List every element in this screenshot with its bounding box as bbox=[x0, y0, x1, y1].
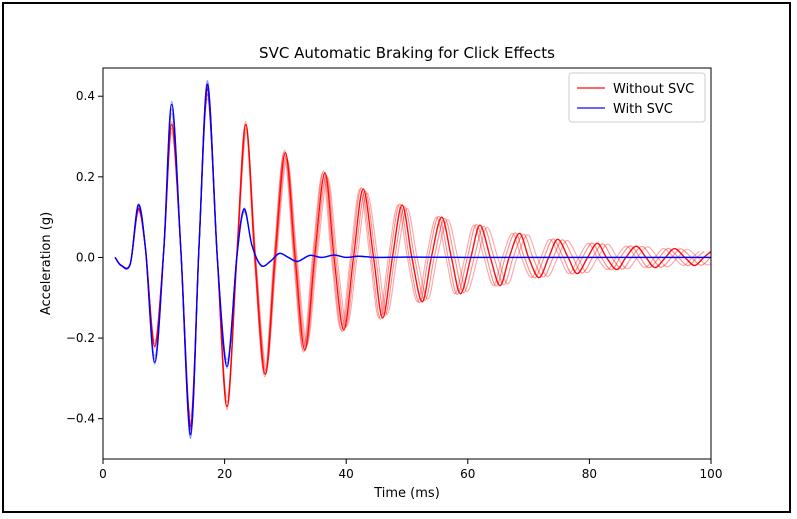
x-tick-label: 0 bbox=[99, 467, 107, 481]
y-tick-label: 0.0 bbox=[76, 250, 95, 264]
series-line bbox=[114, 83, 711, 436]
legend: Without SVC With SVC bbox=[568, 72, 706, 123]
legend-label: With SVC bbox=[613, 102, 673, 117]
series-line bbox=[114, 88, 711, 431]
y-tick-label: −0.4 bbox=[66, 412, 95, 426]
series-line bbox=[114, 80, 710, 439]
y-tick-label: −0.2 bbox=[66, 331, 95, 345]
y-tick-label: 0.4 bbox=[76, 89, 95, 103]
x-tick-label: 100 bbox=[700, 467, 723, 481]
x-tick-label: 60 bbox=[460, 467, 475, 481]
legend-box bbox=[568, 72, 706, 123]
x-tick-label: 20 bbox=[217, 467, 232, 481]
series-line bbox=[114, 93, 711, 425]
x-tick-label: 40 bbox=[339, 467, 354, 481]
chart-title: SVC Automatic Braking for Click Effects bbox=[259, 44, 555, 62]
y-axis: −0.4 −0.2 0.0 0.2 0.4 bbox=[66, 89, 103, 426]
x-axis-label: Time (ms) bbox=[373, 486, 440, 501]
y-axis-label: Acceleration (g) bbox=[39, 212, 54, 315]
series-with-svc bbox=[114, 80, 711, 439]
legend-label: Without SVC bbox=[613, 82, 694, 97]
plot-area bbox=[102, 67, 712, 460]
x-axis: 0 20 40 60 80 100 bbox=[99, 459, 722, 481]
axes-frame bbox=[102, 67, 712, 460]
series-line bbox=[114, 83, 709, 436]
y-tick-label: 0.2 bbox=[76, 170, 95, 184]
x-tick-label: 80 bbox=[582, 467, 597, 481]
